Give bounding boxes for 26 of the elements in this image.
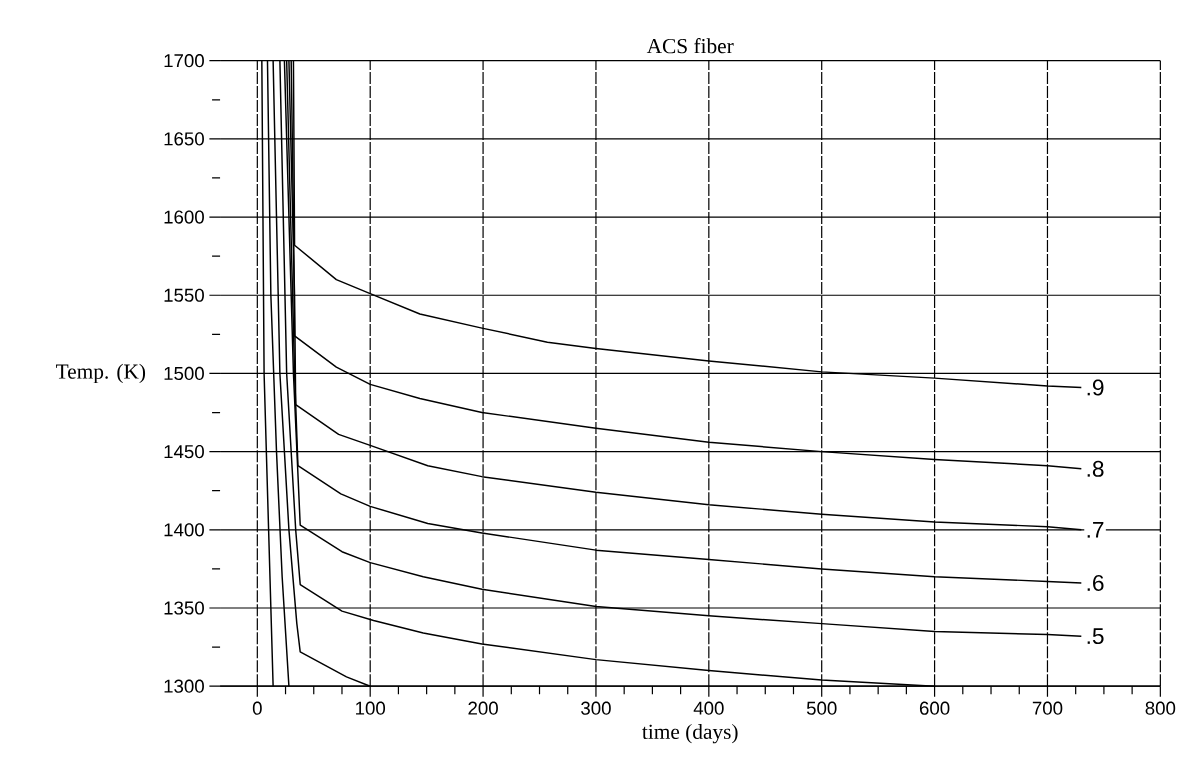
y-tick-label: 1600 [164,210,204,224]
x-tick-label: 500 [806,701,837,715]
series-label: .8 [1087,460,1104,477]
x-tick-label: 300 [581,701,611,715]
series-label: .9 [1087,379,1104,396]
chart-title: ACS fiber [646,37,734,54]
y-tick-label: 1350 [164,601,204,615]
x-tick-label: 400 [693,701,724,715]
y-tick-label: 1450 [164,444,204,459]
x-axis-title: time (days) [642,723,738,744]
y-tick-label: 1550 [164,288,204,302]
x-tick-label: 100 [356,701,386,715]
series-label: .7 [1087,521,1104,538]
y-axis-title: Temp. (K) [56,363,146,383]
y-tick-label: 1650 [164,132,204,146]
series-label: .5 [1087,628,1104,644]
y-tick-label: 1300 [164,679,204,693]
x-tick-label: 0 [252,701,262,715]
y-tick-label: 1500 [164,366,204,380]
series-label: .6 [1087,574,1104,591]
x-tick-label: 200 [468,701,498,715]
y-tick-label: 1400 [164,523,204,537]
x-tick-label: 800 [1145,701,1176,715]
x-tick-label: 700 [1032,701,1063,715]
y-tick-label: 1700 [164,53,204,68]
x-tick-label: 600 [919,701,950,715]
